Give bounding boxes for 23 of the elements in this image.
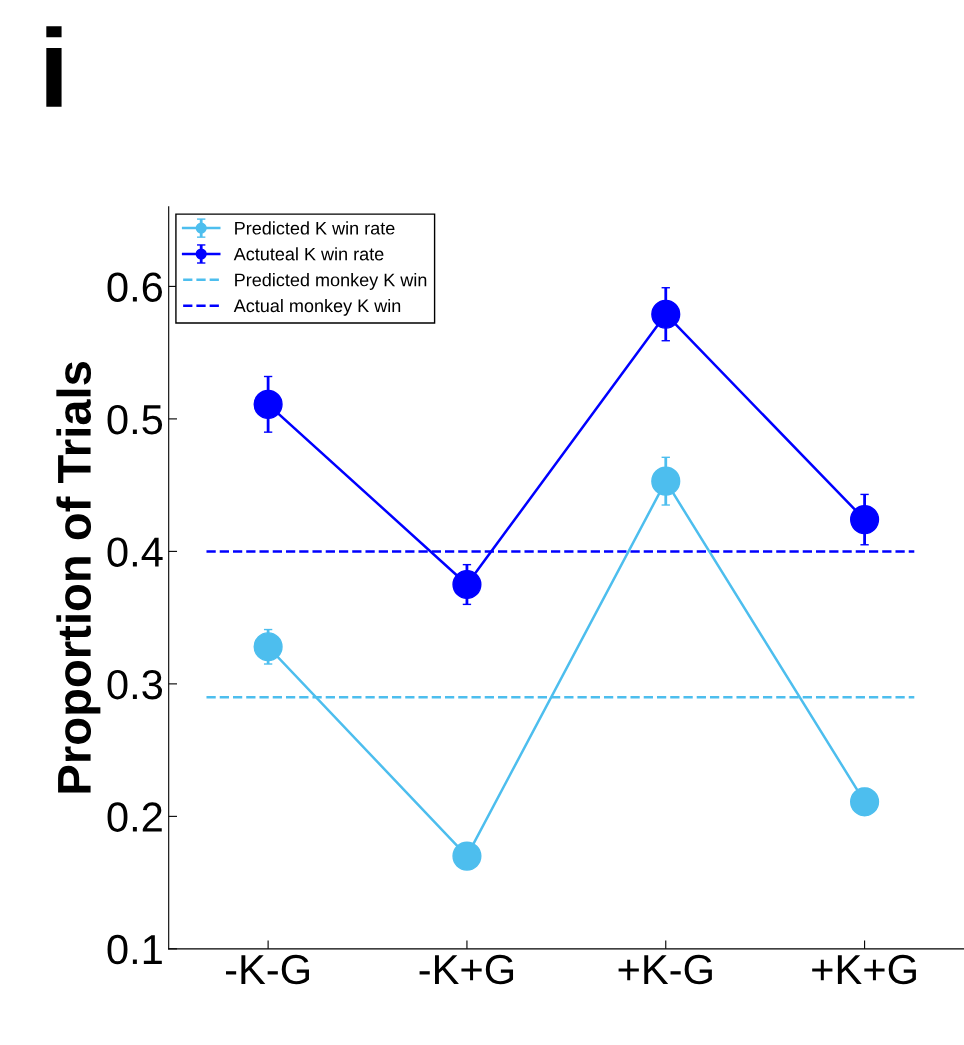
x-tick-label: -K+G <box>419 954 514 985</box>
y-tick-label: 0.6 <box>107 272 163 302</box>
x-tick-label: +K+G <box>812 954 916 985</box>
point <box>452 569 482 600</box>
point <box>452 841 482 871</box>
point <box>253 632 283 662</box>
point <box>651 466 681 496</box>
legend-label: Predicted monkey K win <box>235 273 427 290</box>
x-tick-label: +K-G <box>618 954 712 985</box>
point <box>651 299 681 329</box>
y-tick-label: 0.1 <box>107 934 162 965</box>
point <box>850 505 880 535</box>
y-tick-label: 0.2 <box>107 802 162 832</box>
x-tick-label: -K-G <box>225 954 309 985</box>
legend-label: Actual monkey K win <box>233 298 401 316</box>
legend-label: Predicted K win rate <box>235 221 395 235</box>
y-axis-title: Proportion of Trials <box>56 362 101 793</box>
y-tick-label: 0.3 <box>107 669 163 700</box>
y-tick-label: 0.4 <box>107 537 163 567</box>
text: i <box>46 26 62 107</box>
point <box>253 389 283 419</box>
legend-label: Actuteal K win rate <box>233 247 384 261</box>
y-tick-label: 0.5 <box>107 404 163 435</box>
